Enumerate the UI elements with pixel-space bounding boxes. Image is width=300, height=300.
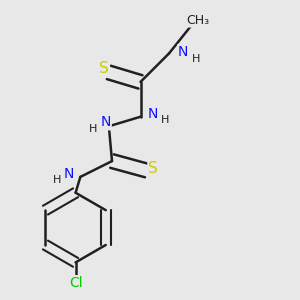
Text: N: N xyxy=(100,116,111,130)
Text: H: H xyxy=(192,54,200,64)
Text: N: N xyxy=(178,45,188,59)
Text: N: N xyxy=(64,167,74,181)
Text: S: S xyxy=(148,161,158,176)
Text: H: H xyxy=(161,115,170,125)
Text: Cl: Cl xyxy=(69,276,82,290)
Text: N: N xyxy=(148,106,158,121)
Text: H: H xyxy=(89,124,97,134)
Text: S: S xyxy=(99,61,109,76)
Text: H: H xyxy=(52,175,61,185)
Text: CH₃: CH₃ xyxy=(186,14,209,27)
